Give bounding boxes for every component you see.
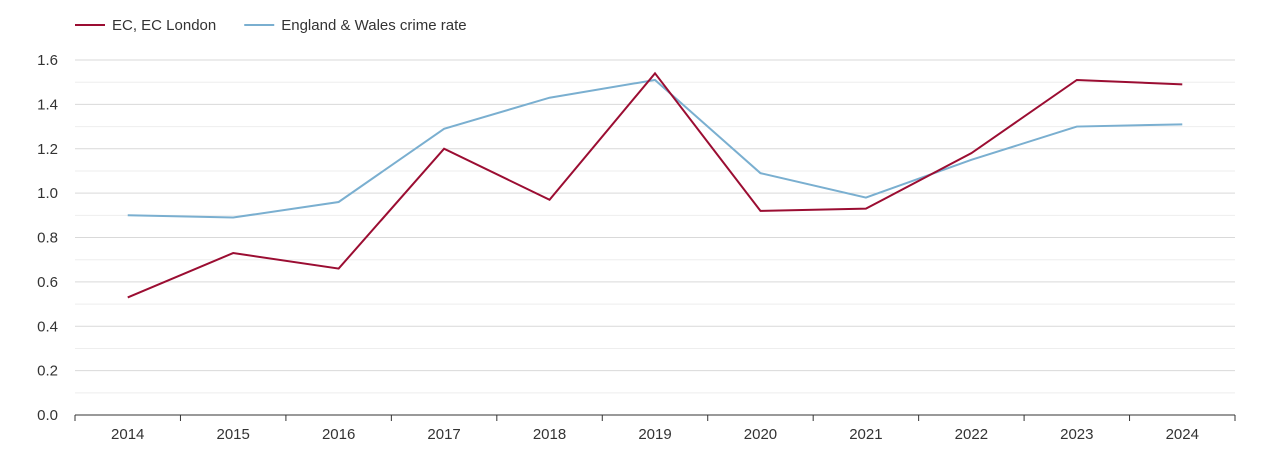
- x-axis-ticks: 2014 2015 2016 2017 2018 2019 2020 2021 2022 2023…: [111, 426, 1199, 443]
- y-axis-ticks: 0.0 0.2 0.4 0.6 0.8 1.0 1.2 1.4 1.6: [37, 52, 58, 424]
- x-tick-label: 2019: [638, 426, 671, 443]
- x-tick-label: 2014: [111, 426, 144, 443]
- legend-label: England & Wales crime rate: [281, 17, 466, 34]
- axes: [74, 414, 1236, 421]
- x-tick-label: 2016: [322, 426, 355, 443]
- x-tick-label: 2017: [427, 426, 460, 443]
- x-tick-label: 2018: [533, 426, 566, 443]
- y-tick-label: 0.0: [37, 407, 58, 424]
- y-tick-label: 1.2: [37, 141, 58, 158]
- y-tick-label: 1.4: [37, 96, 58, 113]
- y-tick-label: 0.6: [37, 274, 58, 291]
- x-tick-label: 2023: [1060, 426, 1093, 443]
- series-lines: [127, 71, 1183, 299]
- x-tick-label: 2015: [216, 426, 249, 443]
- legend: EC, EC London England & Wales crime rate: [75, 17, 467, 34]
- series-line-england-wales: [127, 78, 1183, 219]
- y-tick-label: 1.0: [37, 185, 58, 202]
- legend-label: EC, EC London: [112, 17, 216, 34]
- x-tick-label: 2024: [1166, 426, 1199, 443]
- series-line-ec-london: [127, 71, 1183, 299]
- y-tick-label: 0.4: [37, 318, 58, 335]
- x-tick-label: 2022: [955, 426, 988, 443]
- x-tick-label: 2020: [744, 426, 777, 443]
- x-tick-label: 2021: [849, 426, 882, 443]
- y-tick-label: 0.8: [37, 230, 58, 247]
- y-tick-label: 1.6: [37, 52, 58, 69]
- gridlines: [75, 59, 1235, 394]
- y-tick-label: 0.2: [37, 363, 58, 380]
- legend-item: England & Wales crime rate: [244, 17, 467, 34]
- legend-item: EC, EC London: [75, 17, 216, 34]
